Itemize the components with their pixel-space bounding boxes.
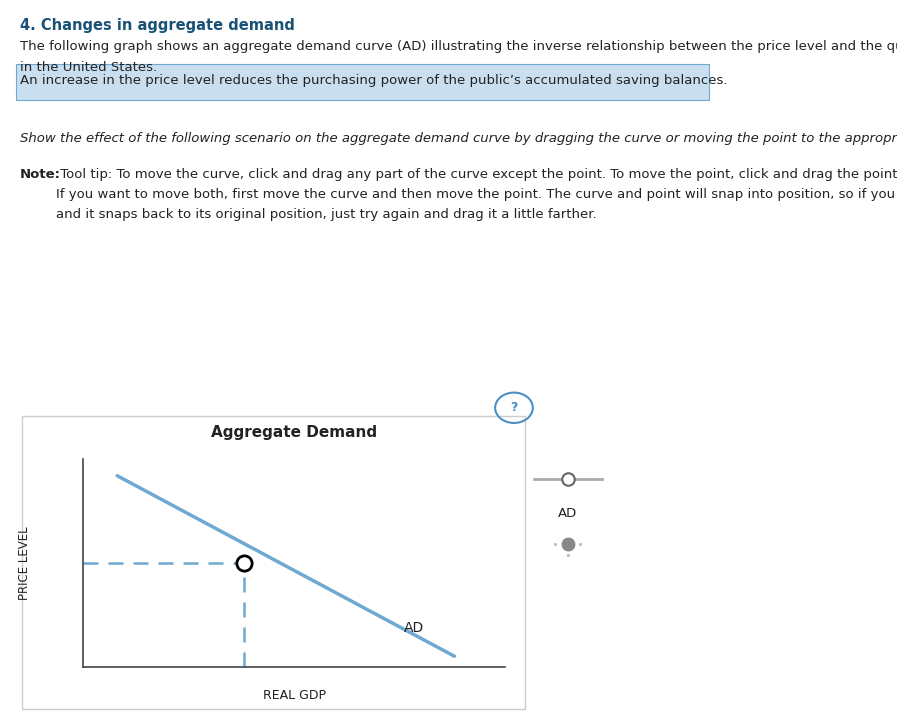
FancyBboxPatch shape (16, 64, 709, 100)
Text: Aggregate Demand: Aggregate Demand (211, 425, 378, 440)
FancyBboxPatch shape (22, 416, 525, 709)
Text: Tool tip: To move the curve, click and drag any part of the curve except the poi: Tool tip: To move the curve, click and d… (56, 168, 897, 221)
Text: ?: ? (510, 401, 518, 414)
Text: Note:: Note: (20, 168, 61, 181)
Text: AD: AD (404, 622, 424, 636)
Text: AD: AD (558, 507, 578, 520)
Text: An increase in the price level reduces the purchasing power of the public’s accu: An increase in the price level reduces t… (20, 74, 727, 87)
Text: REAL GDP: REAL GDP (263, 690, 326, 703)
Text: 4. Changes in aggregate demand: 4. Changes in aggregate demand (20, 18, 294, 33)
Text: PRICE LEVEL: PRICE LEVEL (18, 526, 30, 599)
Text: The following graph shows an aggregate demand curve (AD) illustrating the invers: The following graph shows an aggregate d… (20, 40, 897, 74)
Text: Show the effect of the following scenario on the aggregate demand curve by dragg: Show the effect of the following scenari… (20, 132, 897, 145)
